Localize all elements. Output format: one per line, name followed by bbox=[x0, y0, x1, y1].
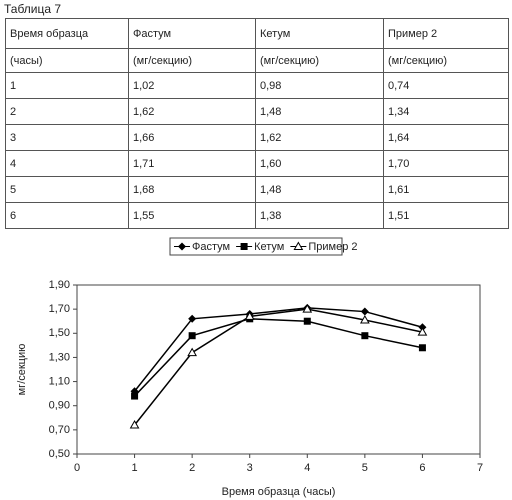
series-line bbox=[135, 319, 423, 396]
x-axis-label: Время образца (часы) bbox=[222, 486, 336, 498]
marker bbox=[419, 344, 426, 351]
x-tick-label: 0 bbox=[74, 462, 80, 474]
legend-marker bbox=[178, 243, 186, 251]
y-tick-label: 0,70 bbox=[49, 424, 70, 436]
chart: 0,50 0,70 0,90 1,10 1,30 1,50 1,70 1,90 0 1 2 3 4 5 6 7… bbox=[0, 0, 512, 500]
series-line bbox=[135, 309, 423, 425]
x-tick-label: 3 bbox=[247, 462, 253, 474]
x-tick-label: 7 bbox=[477, 462, 483, 474]
y-tick-label: 0,90 bbox=[49, 400, 70, 412]
y-tick-label: 1,30 bbox=[49, 351, 70, 363]
legend-marker bbox=[241, 243, 248, 250]
marker bbox=[361, 308, 369, 316]
legend-label: Фастум bbox=[192, 241, 230, 253]
x-tick-label: 5 bbox=[362, 462, 368, 474]
x-tick-label: 2 bbox=[189, 462, 195, 474]
y-tick-label: 1,50 bbox=[49, 327, 70, 339]
marker bbox=[189, 332, 196, 339]
page: Таблица 7 Время образцаФастумКетумПример… bbox=[0, 0, 512, 500]
x-tick-label: 1 bbox=[132, 462, 138, 474]
y-tick-label: 1,10 bbox=[49, 375, 70, 387]
x-tick-label: 6 bbox=[419, 462, 425, 474]
marker bbox=[131, 393, 138, 400]
x-tick-label: 4 bbox=[304, 462, 310, 474]
y-tick-label: 1,90 bbox=[49, 279, 70, 291]
legend-label: Кетум bbox=[254, 241, 284, 253]
marker bbox=[361, 332, 368, 339]
y-axis-label: мг/секцию bbox=[16, 344, 28, 396]
legend-label: Пример 2 bbox=[308, 241, 357, 253]
y-tick-label: 0,50 bbox=[49, 448, 70, 460]
marker bbox=[304, 318, 311, 325]
marker bbox=[188, 349, 196, 356]
y-tick-label: 1,70 bbox=[49, 303, 70, 315]
